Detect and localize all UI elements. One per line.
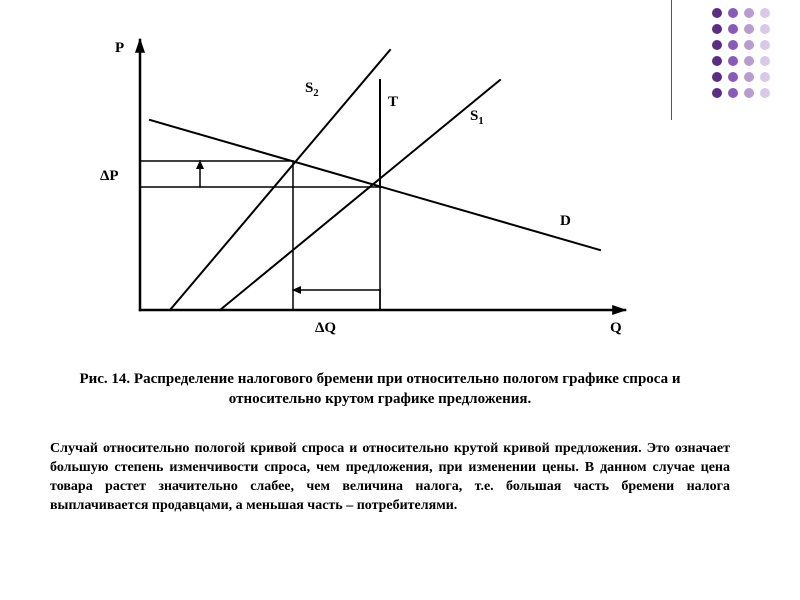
figure-caption: Рис. 14. Распределение налогового бремен…: [60, 370, 700, 409]
svg-text:T: T: [388, 94, 398, 110]
svg-text:ΔQ: ΔQ: [315, 320, 336, 336]
svg-text:S1: S1: [470, 108, 484, 127]
svg-text:D: D: [560, 213, 571, 229]
supply-demand-chart: P Q ΔP ΔQ T D S1 S2: [80, 20, 640, 350]
decor-separator: [671, 0, 672, 120]
explanation-text: Случай относительно пологой кривой спрос…: [50, 440, 730, 516]
svg-text:Q: Q: [610, 320, 622, 336]
svg-text:P: P: [115, 40, 124, 56]
decor-dots: [712, 8, 770, 98]
svg-text:ΔP: ΔP: [100, 168, 119, 184]
svg-text:S2: S2: [305, 80, 319, 99]
